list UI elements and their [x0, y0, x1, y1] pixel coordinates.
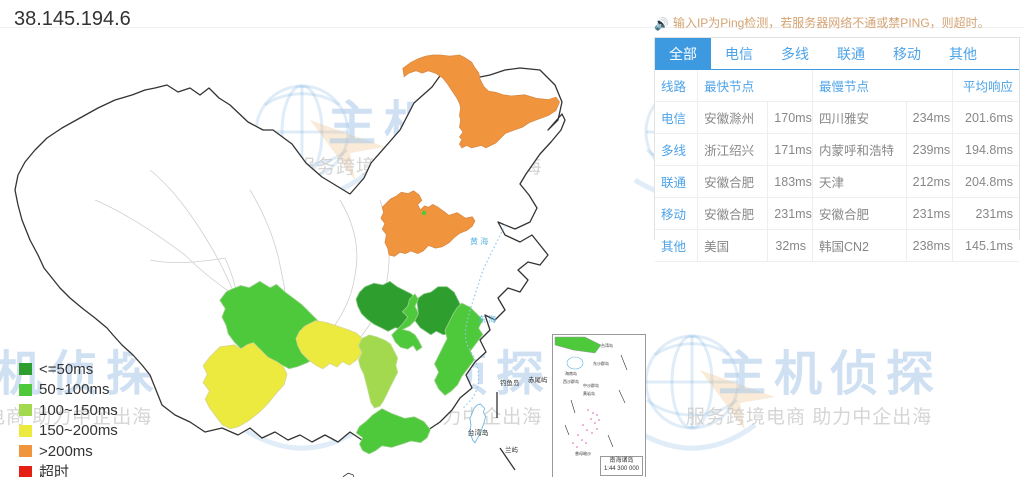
svg-text:黄 海: 黄 海	[470, 236, 488, 246]
svg-text:西沙群岛: 西沙群岛	[563, 378, 579, 384]
svg-text:中沙群岛: 中沙群岛	[583, 382, 599, 388]
svg-text:钓鱼岛: 钓鱼岛	[500, 378, 520, 387]
svg-text:曾母暗沙: 曾母暗沙	[575, 450, 591, 456]
svg-text:东 海: 东 海	[478, 314, 496, 324]
svg-text:赤尾屿: 赤尾屿	[528, 375, 548, 384]
svg-text:台湾岛: 台湾岛	[601, 342, 613, 348]
svg-text:兰屿: 兰屿	[505, 445, 519, 454]
svg-text:台湾岛: 台湾岛	[468, 428, 489, 437]
svg-text:东沙群岛: 东沙群岛	[593, 360, 609, 366]
svg-text:黄岩岛: 黄岩岛	[583, 390, 595, 396]
svg-text:海南岛: 海南岛	[565, 370, 577, 376]
